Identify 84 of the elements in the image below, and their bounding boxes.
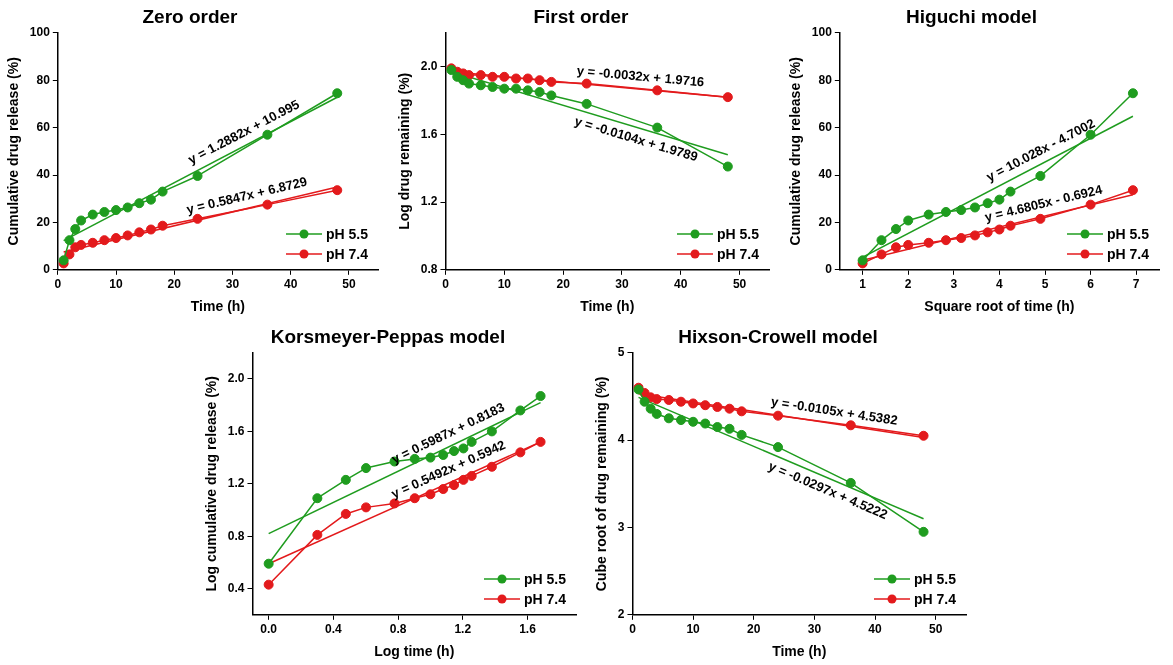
x-tick-label: 0.8 [389,622,407,637]
x-tick-label: 0 [54,277,62,292]
y-tick-label: 20 [36,214,51,229]
legend-label: pH 7.4 [913,590,956,607]
y-tick-label: 0 [43,262,51,277]
x-tick-label: 40 [284,277,298,292]
y-axis-title: Cumulative drug release (%) [5,57,22,246]
x-tick-label: 1 [859,277,867,292]
legend-label: pH 7.4 [523,590,566,607]
x-tick-label: 4 [996,277,1004,292]
y-tick-label: 2.0 [420,58,438,73]
y-tick-label: 80 [36,72,51,87]
x-tick-label: 10 [109,277,124,292]
y-tick-label: 0 [825,262,833,277]
annotation: y = -0.0032x + 1.9716 [576,62,705,90]
x-tick-label: 30 [807,622,822,637]
x-tick-label: 0 [442,277,450,292]
x-axis-title: Log time (h) [374,643,455,660]
y-tick-label: 5 [617,345,625,360]
y-tick-label: 2.0 [227,371,245,386]
x-tick-label: 2 [904,277,912,292]
x-tick-label: 10 [686,622,701,637]
x-tick-label: 0.4 [325,622,343,637]
x-tick-label: 1.2 [454,622,472,637]
x-tick-label: 7 [1132,277,1140,292]
x-tick-label: 0 [629,622,637,637]
y-tick-label: 0.8 [227,528,245,543]
x-tick-label: 5 [1041,277,1049,292]
chart-title: First order [533,5,630,27]
legend-label: pH 5.5 [716,225,759,242]
legend-label: pH 5.5 [913,570,956,587]
y-tick-label: 0.4 [227,580,245,595]
y-axis-title: Cumulative drug release (%) [787,57,804,246]
legend-label: pH 5.5 [1106,225,1149,242]
chart-title: Zero order [142,5,239,27]
y-tick-label: 100 [29,25,51,40]
legend-label: pH 7.4 [1106,245,1149,262]
chart-title: Higuchi model [906,5,1037,27]
x-tick-label: 40 [868,622,883,637]
y-tick-label: 0.8 [420,262,438,277]
y-axis-title: Cube root of drug remaining (%) [593,376,610,592]
y-tick-label: 1.6 [420,126,438,141]
y-tick-label: 1.2 [420,194,438,209]
x-axis-title: Time (h) [772,643,827,660]
chart-title: Hixson-Crowell model [678,325,878,347]
x-tick-label: 30 [225,277,240,292]
x-tick-label: 3 [950,277,958,292]
y-tick-label: 40 [818,167,833,182]
x-tick-label: 20 [167,277,182,292]
y-tick-label: 60 [36,119,51,134]
chart-title: Korsmeyer-Peppas model [270,325,506,347]
x-tick-label: 0.0 [260,622,278,637]
x-tick-label: 50 [732,277,747,292]
y-tick-label: 100 [811,25,833,40]
y-tick-label: 3 [617,519,625,534]
x-tick-label: 50 [929,622,943,637]
legend-label: pH 7.4 [325,245,368,262]
y-tick-label: 1.6 [227,423,245,438]
y-tick-label: 1.2 [227,476,245,491]
legend-label: pH 5.5 [325,225,368,242]
y-axis-title: Log cumulative drug release (%) [203,376,220,592]
legend-label: pH 5.5 [523,570,566,587]
annotation: y = 0.5847x + 6.8729 [184,173,309,217]
x-tick-label: 1.6 [519,622,537,637]
y-tick-label: 60 [818,119,833,134]
x-tick-label: 6 [1087,277,1095,292]
annotation: y = -0.0105x + 4.5382 [770,393,899,428]
y-tick-label: 4 [617,432,625,447]
legend-label: pH 7.4 [716,245,759,262]
x-tick-label: 40 [674,277,688,292]
annotation: y = -0.0104x + 1.9789 [572,113,700,165]
x-tick-label: 10 [497,277,512,292]
y-tick-label: 80 [818,72,833,87]
x-tick-label: 20 [747,622,761,637]
x-tick-label: 30 [615,277,629,292]
x-tick-label: 20 [556,277,571,292]
y-tick-label: 2 [617,607,625,622]
x-axis-title: Square root of time (h) [924,298,1075,315]
y-tick-label: 20 [818,214,833,229]
x-tick-label: 50 [342,277,356,292]
y-axis-title: Log drug remaining (%) [396,72,413,230]
x-axis-title: Time (h) [580,298,635,315]
x-axis-title: Time (h) [190,298,246,315]
y-tick-label: 40 [36,167,51,182]
